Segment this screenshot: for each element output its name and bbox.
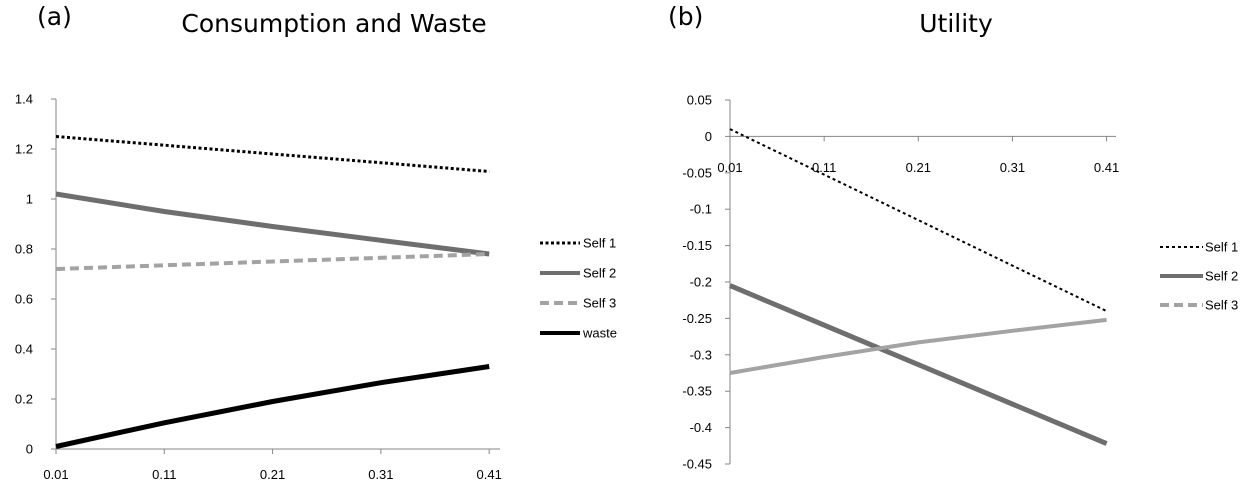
panel-b-x-tick-label: 0.41 xyxy=(1094,160,1119,175)
panel-a-series-self-2 xyxy=(55,191,490,257)
panel-b-y-tick-label: -0.3 xyxy=(690,347,712,362)
panel-a-y-tick-label: 0.2 xyxy=(15,392,33,407)
panel-a-y-tick-label: 1.4 xyxy=(15,92,33,107)
panel-b-legend-label-self-2: Self 2 xyxy=(1205,269,1238,284)
utility-chart: (b) Utility 0.05 0 -0.05 -0.1 -0.15 -0.2 -0.25… xyxy=(668,2,1238,472)
panel-a-letter: (a) xyxy=(37,2,72,31)
panel-b-y-tick-label: -0.05 xyxy=(682,165,712,180)
panel-b-x-tick-label: 0.31 xyxy=(1000,160,1025,175)
panel-a-y-tick-label: 0.6 xyxy=(15,292,33,307)
panel-b-y-tick-label: 0 xyxy=(705,129,712,144)
panel-b-y-tick-label: -0.35 xyxy=(682,384,712,399)
panel-b-series-self-2 xyxy=(729,283,1108,446)
panel-a-x-tick-label: 0.31 xyxy=(368,467,393,482)
panel-a-x-tick-label: 0.01 xyxy=(43,467,68,482)
panel-b-axes: 0.05 0 -0.05 -0.1 -0.15 -0.2 -0.25 -0.3 -0.35 -0.… xyxy=(682,93,1119,472)
panel-a-x-tick-label: 0.11 xyxy=(152,467,176,482)
panel-a-y-tick-label: 1 xyxy=(26,192,33,207)
panel-b-y-tick-label: -0.45 xyxy=(682,457,712,472)
panel-b-x-tick-label: 0.01 xyxy=(717,160,742,175)
panel-b-legend: Self 1 Self 2 Self 3 xyxy=(1160,240,1238,313)
panel-b-y-tick-label: -0.1 xyxy=(690,202,712,217)
panel-a-legend-label-self-3: Self 3 xyxy=(583,296,616,311)
panel-b-y-tick-label: -0.2 xyxy=(690,275,712,290)
panel-b-legend-label-self-1: Self 1 xyxy=(1205,240,1238,255)
panel-b-letter: (b) xyxy=(668,2,703,31)
panel-a-y-tick-label: 1.2 xyxy=(15,142,33,157)
panel-b-series-self-3 xyxy=(729,317,1107,375)
consumption-waste-chart: (a) Consumption and Waste 0 0.2 0.4 0.6 0.8 1… xyxy=(15,2,617,482)
panel-b-y-tick-label: 0.05 xyxy=(687,93,712,108)
panel-a-series-waste xyxy=(55,364,490,449)
panel-b-x-tick-label: 0.11 xyxy=(812,160,836,175)
panel-b-y-tick-label: -0.15 xyxy=(682,238,712,253)
panel-a-series xyxy=(55,135,490,449)
panel-a-y-tick-label: 0.4 xyxy=(15,342,33,357)
panel-a-y-tick-label: 0 xyxy=(26,442,33,457)
panel-a-x-tick-label: 0.41 xyxy=(477,467,502,482)
panel-b-x-tick-label: 0.21 xyxy=(906,160,931,175)
panel-b-y-tick-label: -0.4 xyxy=(690,420,712,435)
panel-a-title: Consumption and Waste xyxy=(181,9,486,38)
panel-a-y-tick-label: 0.8 xyxy=(15,242,33,257)
panel-a-legend-label-waste: waste xyxy=(582,326,617,341)
panel-a-legend-label-self-2: Self 2 xyxy=(583,266,616,281)
panel-a-series-self-3 xyxy=(55,252,490,271)
panel-a-series-self-1 xyxy=(55,135,490,173)
panel-b-series-self-1 xyxy=(729,128,1108,313)
panel-a-legend-label-self-1: Self 1 xyxy=(583,236,616,251)
panel-a-legend: Self 1 Self 2 Self 3 waste xyxy=(540,236,617,341)
panel-b-legend-label-self-3: Self 3 xyxy=(1205,298,1238,313)
panel-b-series xyxy=(729,128,1108,446)
panel-b-y-tick-label: -0.25 xyxy=(682,311,712,326)
panel-a-x-tick-label: 0.21 xyxy=(260,467,285,482)
panel-a-axes: 0 0.2 0.4 0.6 0.8 1 1.2 1.4 0.01 0.11 0.21 0.31 0.41 xyxy=(15,92,502,483)
panel-b-title: Utility xyxy=(919,9,993,38)
